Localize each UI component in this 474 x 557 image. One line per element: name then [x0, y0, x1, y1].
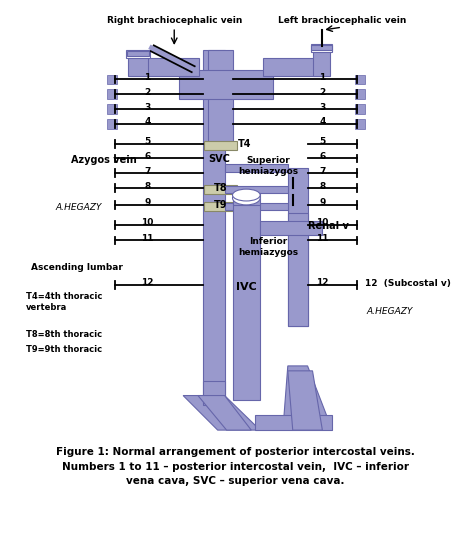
Text: 11: 11	[141, 234, 154, 243]
Text: 7: 7	[319, 167, 326, 176]
Bar	[107, 89, 117, 99]
Bar	[260, 221, 322, 234]
Bar	[204, 141, 237, 150]
Text: T4=4th thoracic
vertebra: T4=4th thoracic vertebra	[26, 292, 102, 312]
Bar	[126, 50, 149, 58]
Text: IVC: IVC	[236, 282, 257, 292]
Text: 12: 12	[141, 278, 154, 287]
Bar	[255, 416, 332, 430]
Text: A.HEGAZY: A.HEGAZY	[367, 307, 413, 316]
Text: Renal v: Renal v	[308, 221, 348, 231]
Bar	[355, 89, 365, 99]
Text: 11: 11	[316, 234, 328, 243]
Text: T8: T8	[214, 183, 228, 193]
Bar	[225, 186, 288, 193]
Text: 10: 10	[141, 218, 154, 227]
Text: T8=8th thoracic: T8=8th thoracic	[26, 330, 102, 339]
Text: 3: 3	[145, 102, 151, 111]
Text: 12  (Subcostal v): 12 (Subcostal v)	[365, 280, 451, 289]
Polygon shape	[283, 366, 332, 430]
Text: Left brachiocephalic vein: Left brachiocephalic vein	[278, 16, 406, 25]
Bar	[204, 202, 237, 211]
Text: Azygos vein: Azygos vein	[71, 155, 137, 165]
Bar	[288, 213, 308, 326]
Bar	[263, 58, 322, 76]
Text: 9: 9	[319, 198, 326, 207]
Bar	[312, 46, 330, 76]
Text: 10: 10	[316, 218, 328, 227]
Bar	[204, 185, 237, 194]
Bar	[179, 70, 273, 99]
Bar	[225, 203, 288, 210]
Text: Inferior
hemiazygos: Inferior hemiazygos	[238, 237, 298, 257]
Bar	[107, 104, 117, 114]
Text: 8: 8	[145, 182, 151, 190]
Text: Superior
hemiazygos: Superior hemiazygos	[238, 157, 298, 177]
Text: 3: 3	[319, 102, 326, 111]
Ellipse shape	[233, 191, 260, 205]
Bar	[233, 203, 260, 400]
Bar	[310, 44, 332, 52]
Bar	[107, 75, 117, 85]
Text: Figure 1: Normal arrangement of posterior intercostal veins.
Numbers 1 to 11 – p: Figure 1: Normal arrangement of posterio…	[56, 447, 415, 486]
Text: 9: 9	[145, 198, 151, 207]
Bar	[355, 119, 365, 129]
Text: 5: 5	[319, 137, 326, 146]
Bar	[107, 119, 117, 129]
Bar	[225, 164, 288, 172]
Text: A.HEGAZY: A.HEGAZY	[56, 203, 102, 212]
Polygon shape	[183, 395, 260, 430]
Text: T4: T4	[237, 139, 251, 149]
Text: T9: T9	[214, 200, 227, 210]
Bar	[128, 51, 147, 76]
Text: 2: 2	[145, 88, 151, 97]
Text: SVC: SVC	[208, 154, 230, 164]
Text: 7: 7	[145, 167, 151, 176]
Bar	[355, 104, 365, 114]
Text: 6: 6	[319, 152, 326, 161]
Text: 2: 2	[319, 88, 326, 97]
Bar	[203, 381, 225, 405]
Text: 12: 12	[316, 278, 328, 287]
Bar	[130, 58, 199, 76]
Bar	[310, 45, 332, 50]
Bar	[208, 50, 234, 144]
Bar	[233, 193, 260, 205]
Text: 5: 5	[145, 137, 151, 146]
Polygon shape	[288, 371, 322, 430]
Text: 4: 4	[145, 118, 151, 126]
Bar	[127, 51, 148, 56]
Bar	[203, 50, 225, 395]
Text: 6: 6	[145, 152, 151, 161]
Bar	[355, 75, 365, 85]
Text: 4: 4	[319, 118, 326, 126]
Ellipse shape	[233, 189, 260, 201]
Text: Right brachiocephalic vein: Right brachiocephalic vein	[107, 16, 242, 25]
Text: 8: 8	[319, 182, 326, 190]
Text: T9=9th thoracic: T9=9th thoracic	[26, 345, 102, 354]
Text: 1: 1	[145, 73, 151, 82]
Bar	[288, 168, 308, 326]
Polygon shape	[198, 395, 251, 430]
Text: 1: 1	[319, 73, 326, 82]
Text: Ascending lumbar: Ascending lumbar	[31, 263, 123, 272]
